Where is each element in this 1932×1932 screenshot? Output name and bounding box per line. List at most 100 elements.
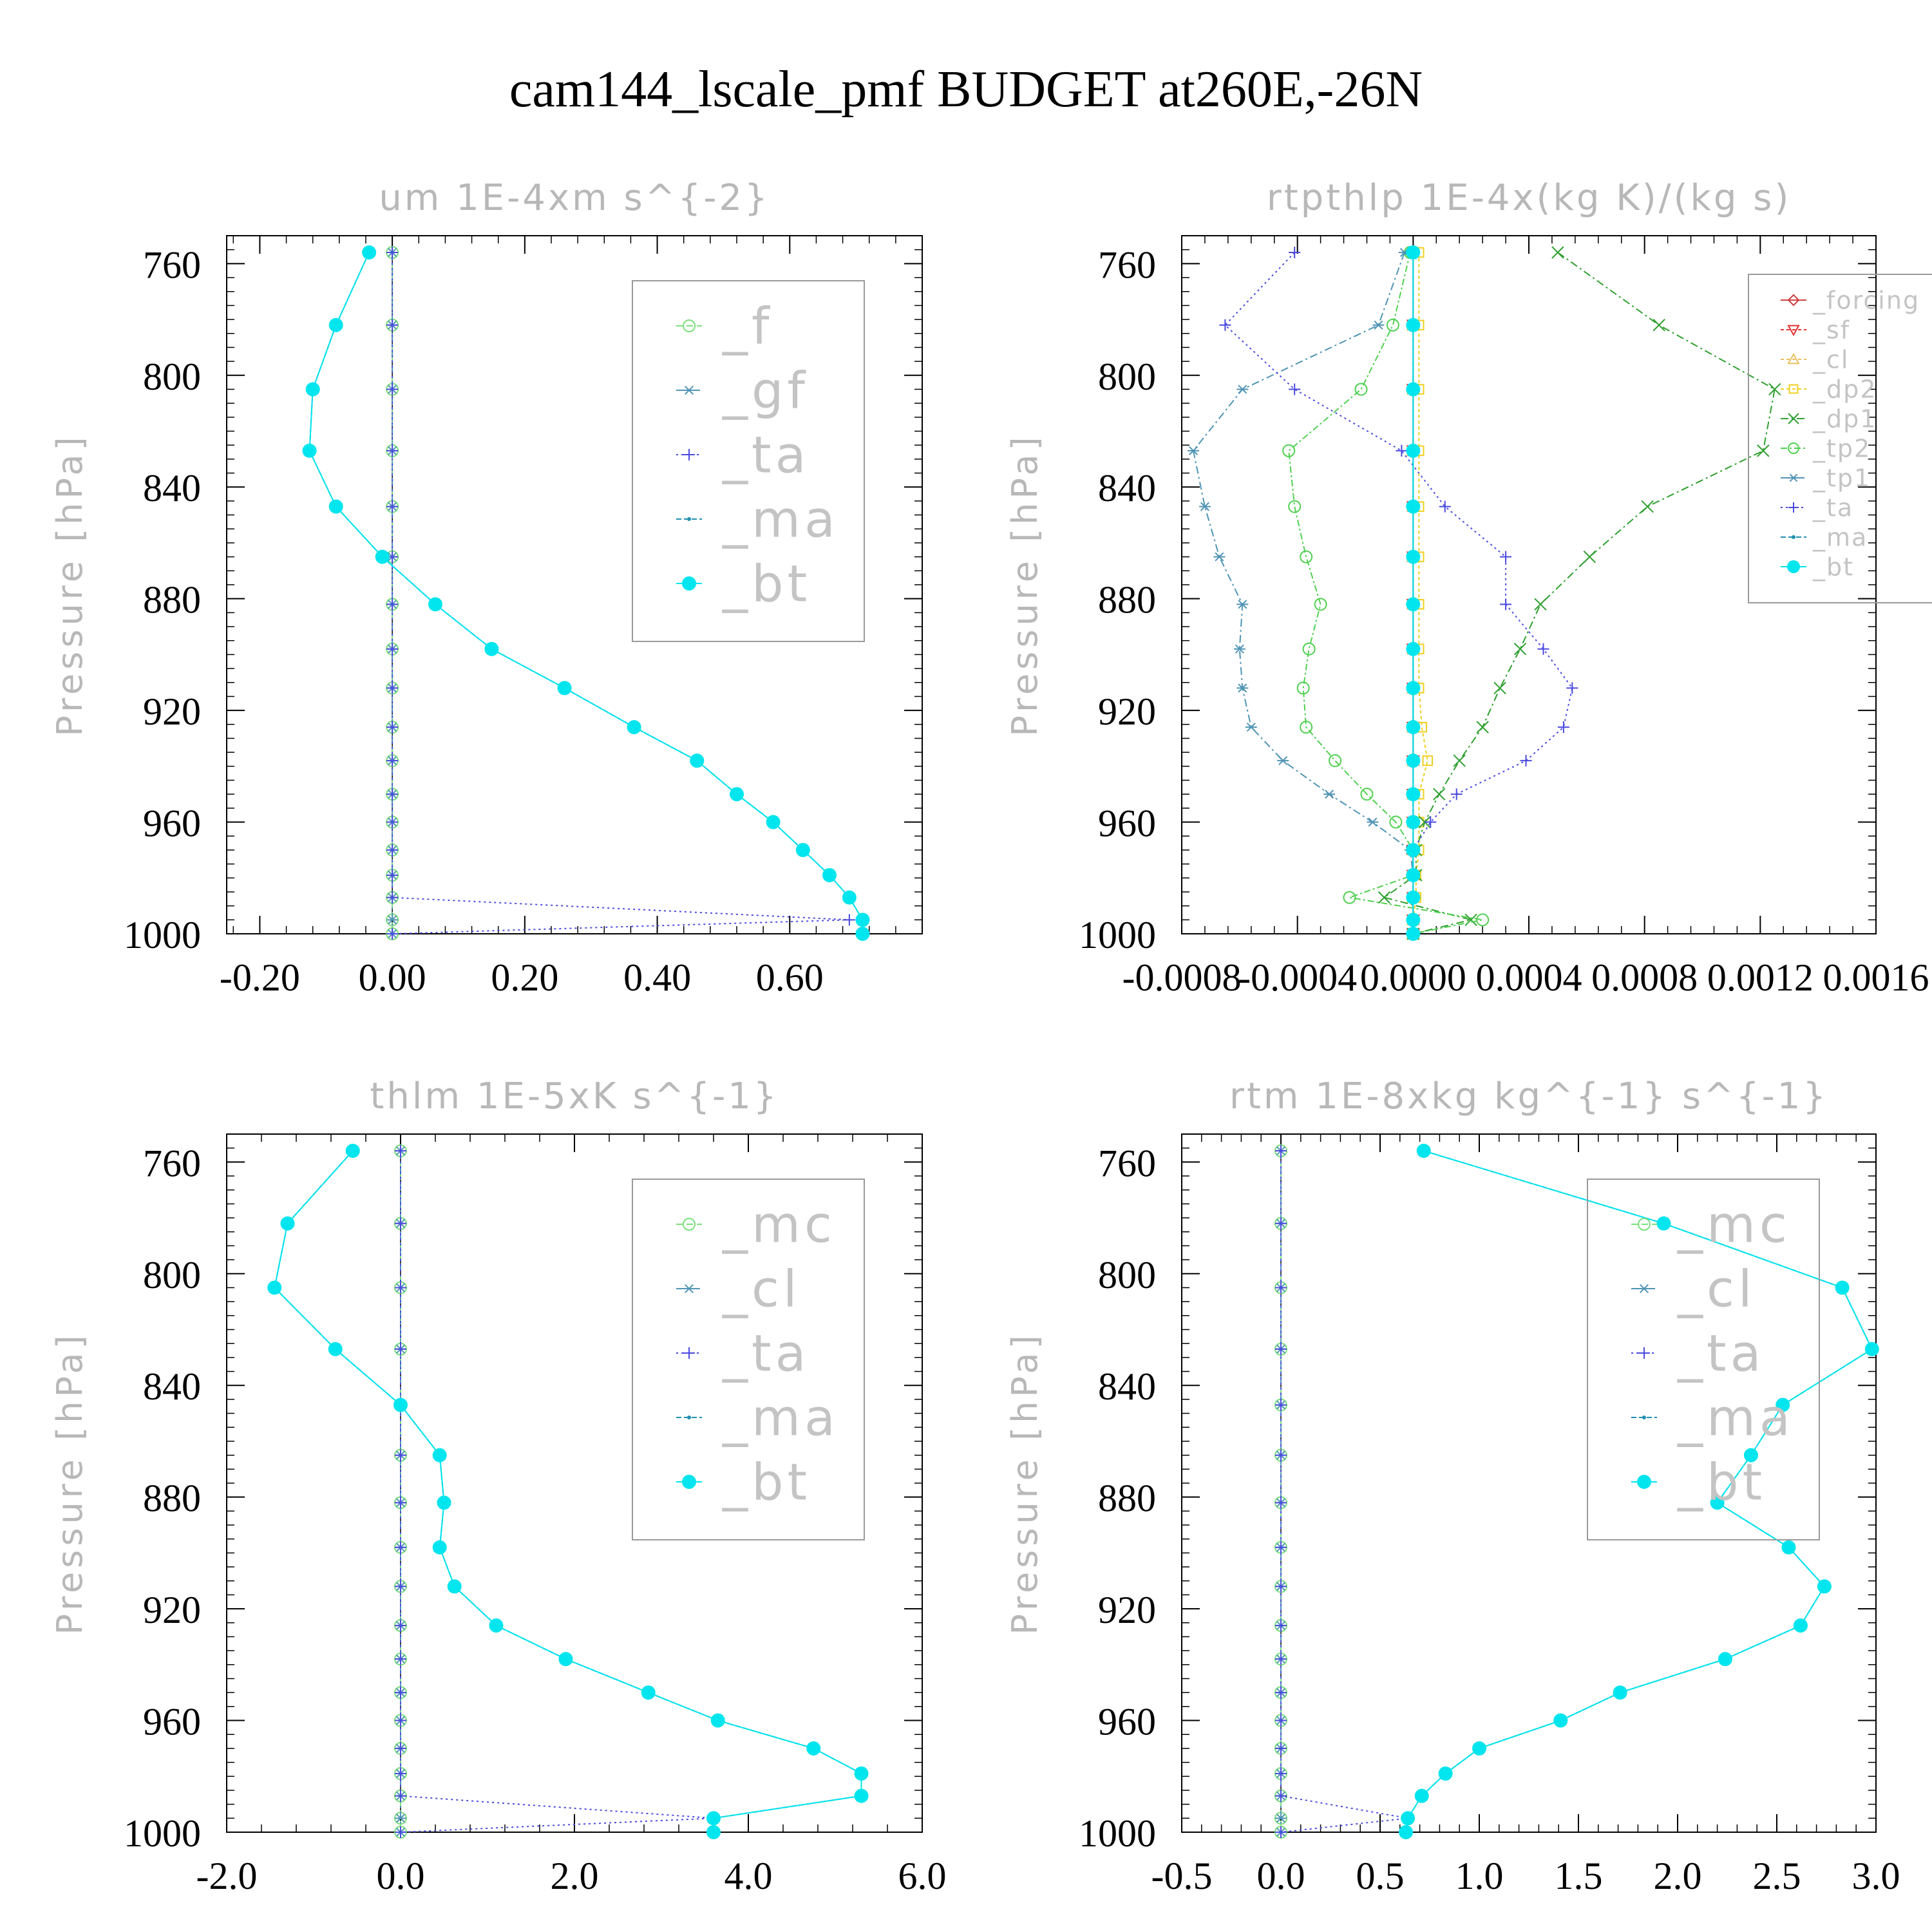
data-point xyxy=(1275,1580,1287,1593)
data-point xyxy=(1289,383,1301,395)
panel-title: rtm 1E-8xkg kg^{-1} s^{-1} xyxy=(1229,1075,1828,1117)
legend-box xyxy=(1748,274,1932,603)
data-point xyxy=(1277,756,1289,766)
legend: _forcing_sf_cl_dp2_dp1_tp2_tp1_ta_ma_bt xyxy=(1748,274,1932,603)
data-point xyxy=(1406,913,1421,927)
data-point xyxy=(395,1145,406,1157)
data-point xyxy=(328,317,343,332)
legend-marker xyxy=(1788,473,1799,482)
data-point xyxy=(1406,317,1421,332)
data-point xyxy=(1476,721,1489,734)
legend-box xyxy=(1587,1179,1820,1540)
legend-label: _bt xyxy=(1677,1454,1766,1511)
x-tick-label: 2.0 xyxy=(551,1855,599,1897)
x-tick-label: 0.0008 xyxy=(1591,956,1698,999)
data-point xyxy=(1472,1741,1486,1756)
y-axis-label: Pressure [hPa] xyxy=(1005,433,1045,736)
data-point xyxy=(1406,890,1421,905)
legend-marker xyxy=(1638,1347,1650,1359)
legend-marker xyxy=(1637,1475,1651,1489)
data-point xyxy=(1219,319,1231,331)
data-point xyxy=(1406,787,1421,802)
data-point xyxy=(395,1767,406,1779)
series-tp1 xyxy=(1187,248,1419,939)
x-tick-label: -0.0008 xyxy=(1122,956,1242,999)
data-point xyxy=(1275,1767,1287,1779)
data-point xyxy=(1406,842,1421,857)
data-point xyxy=(395,1620,406,1632)
data-point xyxy=(489,1618,504,1633)
data-point xyxy=(1656,1216,1671,1231)
data-point xyxy=(1236,384,1249,394)
y-axis-label: Pressure [hPa] xyxy=(50,1331,90,1634)
series-line xyxy=(1280,1151,1408,1833)
y-tick-label: 1000 xyxy=(1079,1812,1156,1855)
y-tick-label: 1000 xyxy=(124,1812,201,1855)
data-point xyxy=(710,1713,725,1728)
data-point xyxy=(1233,644,1245,654)
data-point xyxy=(1275,1217,1287,1229)
legend-label: _bt xyxy=(722,1454,811,1511)
data-point xyxy=(328,1341,343,1356)
data-point xyxy=(1710,1495,1725,1510)
legend: _f _gf _ta _ma _bt xyxy=(632,280,865,642)
legend-label: _ta xyxy=(722,1325,810,1383)
data-point xyxy=(395,1742,406,1754)
y-axis-label: Pressure [hPa] xyxy=(1005,1331,1045,1634)
y-tick-label: 920 xyxy=(1098,690,1156,733)
data-point xyxy=(345,1144,360,1159)
y-tick-label: 760 xyxy=(1098,243,1156,286)
data-point xyxy=(1500,551,1512,563)
legend-label: _ta xyxy=(1677,1325,1765,1383)
data-point xyxy=(386,444,399,457)
y-tick-label: 760 xyxy=(143,243,201,286)
data-point xyxy=(395,1826,406,1838)
data-point xyxy=(386,247,399,259)
data-point xyxy=(1406,681,1421,696)
x-tick-label: 0.0000 xyxy=(1360,956,1466,999)
panel-title: um 1E-4xm s^{-2} xyxy=(379,177,770,219)
data-point xyxy=(1500,598,1512,611)
x-tick-label: 0.0 xyxy=(377,1855,425,1897)
data-point xyxy=(1275,1826,1287,1838)
data-point xyxy=(822,867,837,882)
data-point xyxy=(1406,245,1421,260)
y-tick-label: 840 xyxy=(143,467,201,509)
data-point xyxy=(1386,318,1399,332)
data-point xyxy=(1557,721,1569,734)
data-point xyxy=(1817,1579,1832,1594)
panel-2: rtpthlp 1E-4x(kg K)/(kg s) Pressure [hPa]… xyxy=(1005,177,1932,999)
data-point xyxy=(386,721,399,734)
panel-title: thlm 1E-5xK s^{-1} xyxy=(370,1075,779,1117)
data-point xyxy=(1367,817,1379,827)
data-point xyxy=(1406,549,1421,564)
data-point xyxy=(1198,502,1211,511)
data-point xyxy=(280,1216,295,1231)
data-point xyxy=(395,1282,406,1294)
data-point xyxy=(386,682,399,694)
data-point xyxy=(1743,1448,1758,1463)
y-tick-label: 920 xyxy=(143,690,201,733)
y-tick-label: 840 xyxy=(1098,1365,1156,1408)
x-tick-label: 0.20 xyxy=(491,956,558,999)
data-point xyxy=(386,788,399,800)
series-dp1 xyxy=(1378,246,1781,940)
data-point xyxy=(627,720,641,735)
data-point xyxy=(1450,788,1463,800)
legend-label: _ma xyxy=(1677,1389,1794,1447)
legend-label: _sf xyxy=(1812,316,1850,344)
data-point xyxy=(1282,444,1296,457)
data-point xyxy=(386,643,399,655)
data-point xyxy=(1354,383,1368,396)
data-point xyxy=(1406,927,1421,941)
y-tick-label: 1000 xyxy=(1079,914,1156,956)
y-tick-label: 880 xyxy=(143,579,201,621)
data-point xyxy=(395,1497,406,1509)
panel-1: um 1E-4xm s^{-2} Pressure [hPa] 760 800 840 8… xyxy=(50,177,923,999)
panel-title: rtpthlp 1E-4x(kg K)/(kg s) xyxy=(1267,177,1792,219)
legend-marker xyxy=(1788,442,1799,454)
data-point xyxy=(395,1687,406,1699)
data-point xyxy=(395,1343,406,1355)
series-line xyxy=(1383,252,1776,934)
legend-label: _ma xyxy=(722,1389,839,1447)
